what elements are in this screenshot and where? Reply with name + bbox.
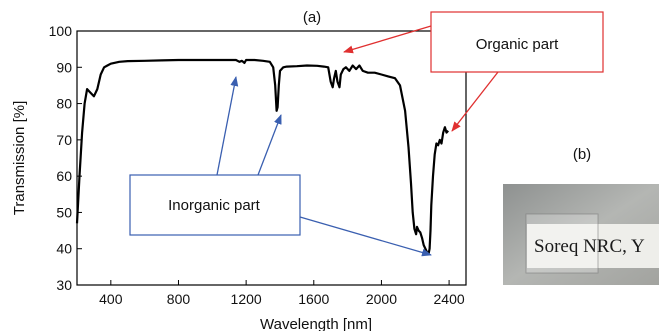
y-tick-label-70: 70 (56, 132, 72, 148)
y-tick-label-100: 100 (49, 23, 73, 39)
organic-annotation-box (430, 11, 604, 73)
x-tick-label-2400: 2400 (434, 291, 465, 307)
x-tick-label-1600: 1600 (298, 291, 329, 307)
organic-arrow-2 (451, 71, 499, 132)
y-tick-label-80: 80 (56, 96, 72, 112)
inorganic-annotation-label: Inorganic part (168, 197, 261, 214)
inorganic-arrow-1 (216, 76, 239, 176)
photo-glass-piece (525, 213, 599, 274)
photo-caption-text: Soreq NRC, Y (534, 236, 645, 257)
y-tick-label-30: 30 (56, 277, 72, 293)
panel-a-label: (a) (303, 9, 321, 26)
y-tick-label-60: 60 (56, 168, 72, 184)
plot-frame (76, 30, 467, 286)
x-axis-title: Wavelength [nm] (260, 316, 372, 331)
tick-layer (77, 30, 450, 286)
y-tick-label-90: 90 (56, 59, 72, 75)
y-tick-label-50: 50 (56, 204, 72, 220)
sample-photo: Soreq NRC, Y (503, 184, 659, 285)
y-tick-label-40: 40 (56, 241, 72, 257)
inorganic-arrow-3 (299, 216, 432, 257)
x-tick-label-1200: 1200 (231, 291, 262, 307)
organic-arrow-1 (343, 25, 432, 54)
tick-label-layer: 400 800 1200 1600 2000 2400 30 40 50 60 70 80 90 100 (49, 23, 465, 307)
inorganic-arrow-2 (257, 114, 282, 176)
x-tick-label-400: 400 (99, 291, 123, 307)
y-axis-title: Transmission [%] (11, 101, 28, 215)
inorganic-annotation-box (129, 174, 301, 236)
x-tick-label-800: 800 (167, 291, 191, 307)
panel-b-label: (b) (573, 146, 591, 163)
organic-annotation-label: Organic part (476, 36, 559, 53)
photo-label-paper (527, 224, 659, 268)
x-tick-label-2000: 2000 (366, 291, 397, 307)
